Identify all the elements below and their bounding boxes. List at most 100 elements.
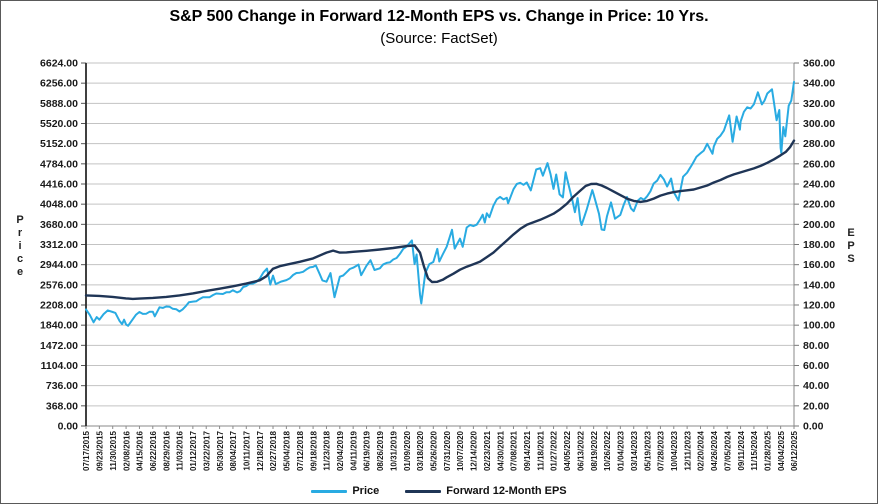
svg-text:20.00: 20.00 [803,400,829,412]
svg-text:08/19/2022: 08/19/2022 [590,430,599,471]
svg-text:100.00: 100.00 [803,320,835,332]
svg-text:02/08/2016: 02/08/2016 [122,430,131,471]
svg-text:04/26/2024: 04/26/2024 [710,430,719,471]
axis-tick-labels: 0.00 368.00 736.00 1104.00 1472.00 1840.00 220… [40,58,835,433]
svg-text:200.00: 200.00 [803,219,835,231]
svg-text:4048.00: 4048.00 [40,199,78,211]
svg-text:10/07/2020: 10/07/2020 [456,430,465,471]
svg-text:05/04/2018: 05/04/2018 [283,430,292,471]
chart-title: S&P 500 Change in Forward 12-Month EPS v… [169,8,709,25]
svg-text:5520.00: 5520.00 [40,118,78,130]
svg-text:01/12/2017: 01/12/2017 [189,430,198,471]
chart-subtitle: (Source: FactSet) [380,30,498,47]
svg-text:736.00: 736.00 [46,380,78,392]
svg-text:09/23/2015: 09/23/2015 [96,430,105,471]
svg-text:09/18/2018: 09/18/2018 [309,430,318,471]
legend-item-eps: Forward 12-Month EPS [405,485,567,497]
svg-text:10/26/2022: 10/26/2022 [603,430,612,471]
svg-text:1840.00: 1840.00 [40,320,78,332]
svg-text:80.00: 80.00 [803,340,829,352]
svg-text:0.00: 0.00 [803,421,824,433]
svg-text:01/04/2023: 01/04/2023 [617,430,626,471]
svg-text:01/28/2025: 01/28/2025 [763,430,772,471]
svg-text:04/30/2021: 04/30/2021 [496,430,505,471]
gridlines [81,62,799,427]
svg-text:320.00: 320.00 [803,98,835,110]
svg-text:60.00: 60.00 [803,360,829,372]
svg-text:08/04/2017: 08/04/2017 [229,430,238,471]
svg-text:02/04/2019: 02/04/2019 [336,430,345,471]
svg-text:10/04/2023: 10/04/2023 [670,430,679,471]
svg-text:06/12/2025: 06/12/2025 [790,430,799,471]
svg-text:12/11/2023: 12/11/2023 [683,430,692,470]
svg-text:07/05/2024: 07/05/2024 [723,430,732,471]
svg-text:2576.00: 2576.00 [40,279,78,291]
svg-text:280.00: 280.00 [803,138,835,150]
svg-text:12/14/2020: 12/14/2020 [470,430,479,471]
svg-text:368.00: 368.00 [46,400,78,412]
svg-text:05/26/2020: 05/26/2020 [430,430,439,471]
svg-text:4784.00: 4784.00 [40,158,78,170]
svg-text:07/08/2021: 07/08/2021 [510,430,519,471]
svg-text:05/19/2023: 05/19/2023 [643,430,652,471]
svg-text:08/26/2019: 08/26/2019 [376,430,385,471]
svg-text:5888.00: 5888.00 [40,98,78,110]
svg-text:4416.00: 4416.00 [40,179,78,191]
svg-text:0.00: 0.00 [58,421,79,433]
svg-text:5152.00: 5152.00 [40,138,78,150]
legend-swatch-price [311,489,348,493]
svg-text:3312.00: 3312.00 [40,239,78,251]
svg-text:360.00: 360.00 [803,58,835,70]
svg-text:1104.00: 1104.00 [41,360,79,372]
svg-text:340.00: 340.00 [803,78,835,90]
svg-text:01/27/2022: 01/27/2022 [550,430,559,471]
right-axis-title: E P S [847,227,855,265]
svg-text:07/31/2020: 07/31/2020 [443,430,452,471]
svg-text:11/23/2018: 11/23/2018 [323,430,332,470]
svg-text:220.00: 220.00 [803,199,835,211]
svg-text:6624.00: 6624.00 [40,58,78,70]
svg-text:05/30/2017: 05/30/2017 [216,430,225,471]
svg-text:10/11/2017: 10/11/2017 [243,430,252,470]
series-line-forward-12-month-eps [84,139,796,301]
svg-text:11/03/2016: 11/03/2016 [176,430,185,470]
svg-text:180.00: 180.00 [803,239,835,251]
svg-text:11/18/2021: 11/18/2021 [536,430,545,470]
svg-text:120.00: 120.00 [803,300,835,312]
svg-text:2208.00: 2208.00 [40,300,78,312]
svg-text:04/15/2016: 04/15/2016 [136,430,145,471]
legend-label-eps: Forward 12-Month EPS [446,485,567,497]
svg-text:07/17/2015: 07/17/2015 [82,430,91,471]
svg-text:12/18/2017: 12/18/2017 [256,430,265,471]
svg-text:3680.00: 3680.00 [40,219,78,231]
svg-text:260.00: 260.00 [803,158,835,170]
svg-text:03/18/2020: 03/18/2020 [416,430,425,471]
svg-text:09/14/2021: 09/14/2021 [523,430,532,471]
svg-text:11/15/2024: 11/15/2024 [750,430,759,470]
svg-text:140.00: 140.00 [803,279,835,291]
legend-label-price: Price [352,485,380,497]
svg-text:2944.00: 2944.00 [40,259,78,271]
svg-text:06/13/2022: 06/13/2022 [576,430,585,471]
left-axis-title: P r i c e [16,214,24,278]
svg-text:02/23/2021: 02/23/2021 [483,430,492,471]
svg-text:10/31/2019: 10/31/2019 [389,430,398,471]
svg-text:07/28/2023: 07/28/2023 [657,430,666,471]
svg-text:6256.00: 6256.00 [40,78,78,90]
svg-text:03/14/2023: 03/14/2023 [630,430,639,471]
svg-text:300.00: 300.00 [803,118,835,130]
svg-text:160.00: 160.00 [803,259,835,271]
svg-text:03/22/2017: 03/22/2017 [202,430,211,471]
svg-text:04/04/2025: 04/04/2025 [777,430,786,471]
svg-text:04/05/2022: 04/05/2022 [563,430,572,471]
svg-text:240.00: 240.00 [803,179,835,191]
x-axis-labels: 07/17/2015 09/23/2015 11/30/2015 02/08/2016… [82,426,799,471]
svg-text:11/30/2015: 11/30/2015 [109,430,118,470]
svg-text:07/12/2018: 07/12/2018 [296,430,305,471]
svg-text:1472.00: 1472.00 [40,340,78,352]
svg-text:01/09/2020: 01/09/2020 [403,430,412,471]
svg-text:40.00: 40.00 [803,380,829,392]
svg-text:06/22/2016: 06/22/2016 [149,430,158,471]
svg-text:04/11/2019: 04/11/2019 [349,430,358,470]
